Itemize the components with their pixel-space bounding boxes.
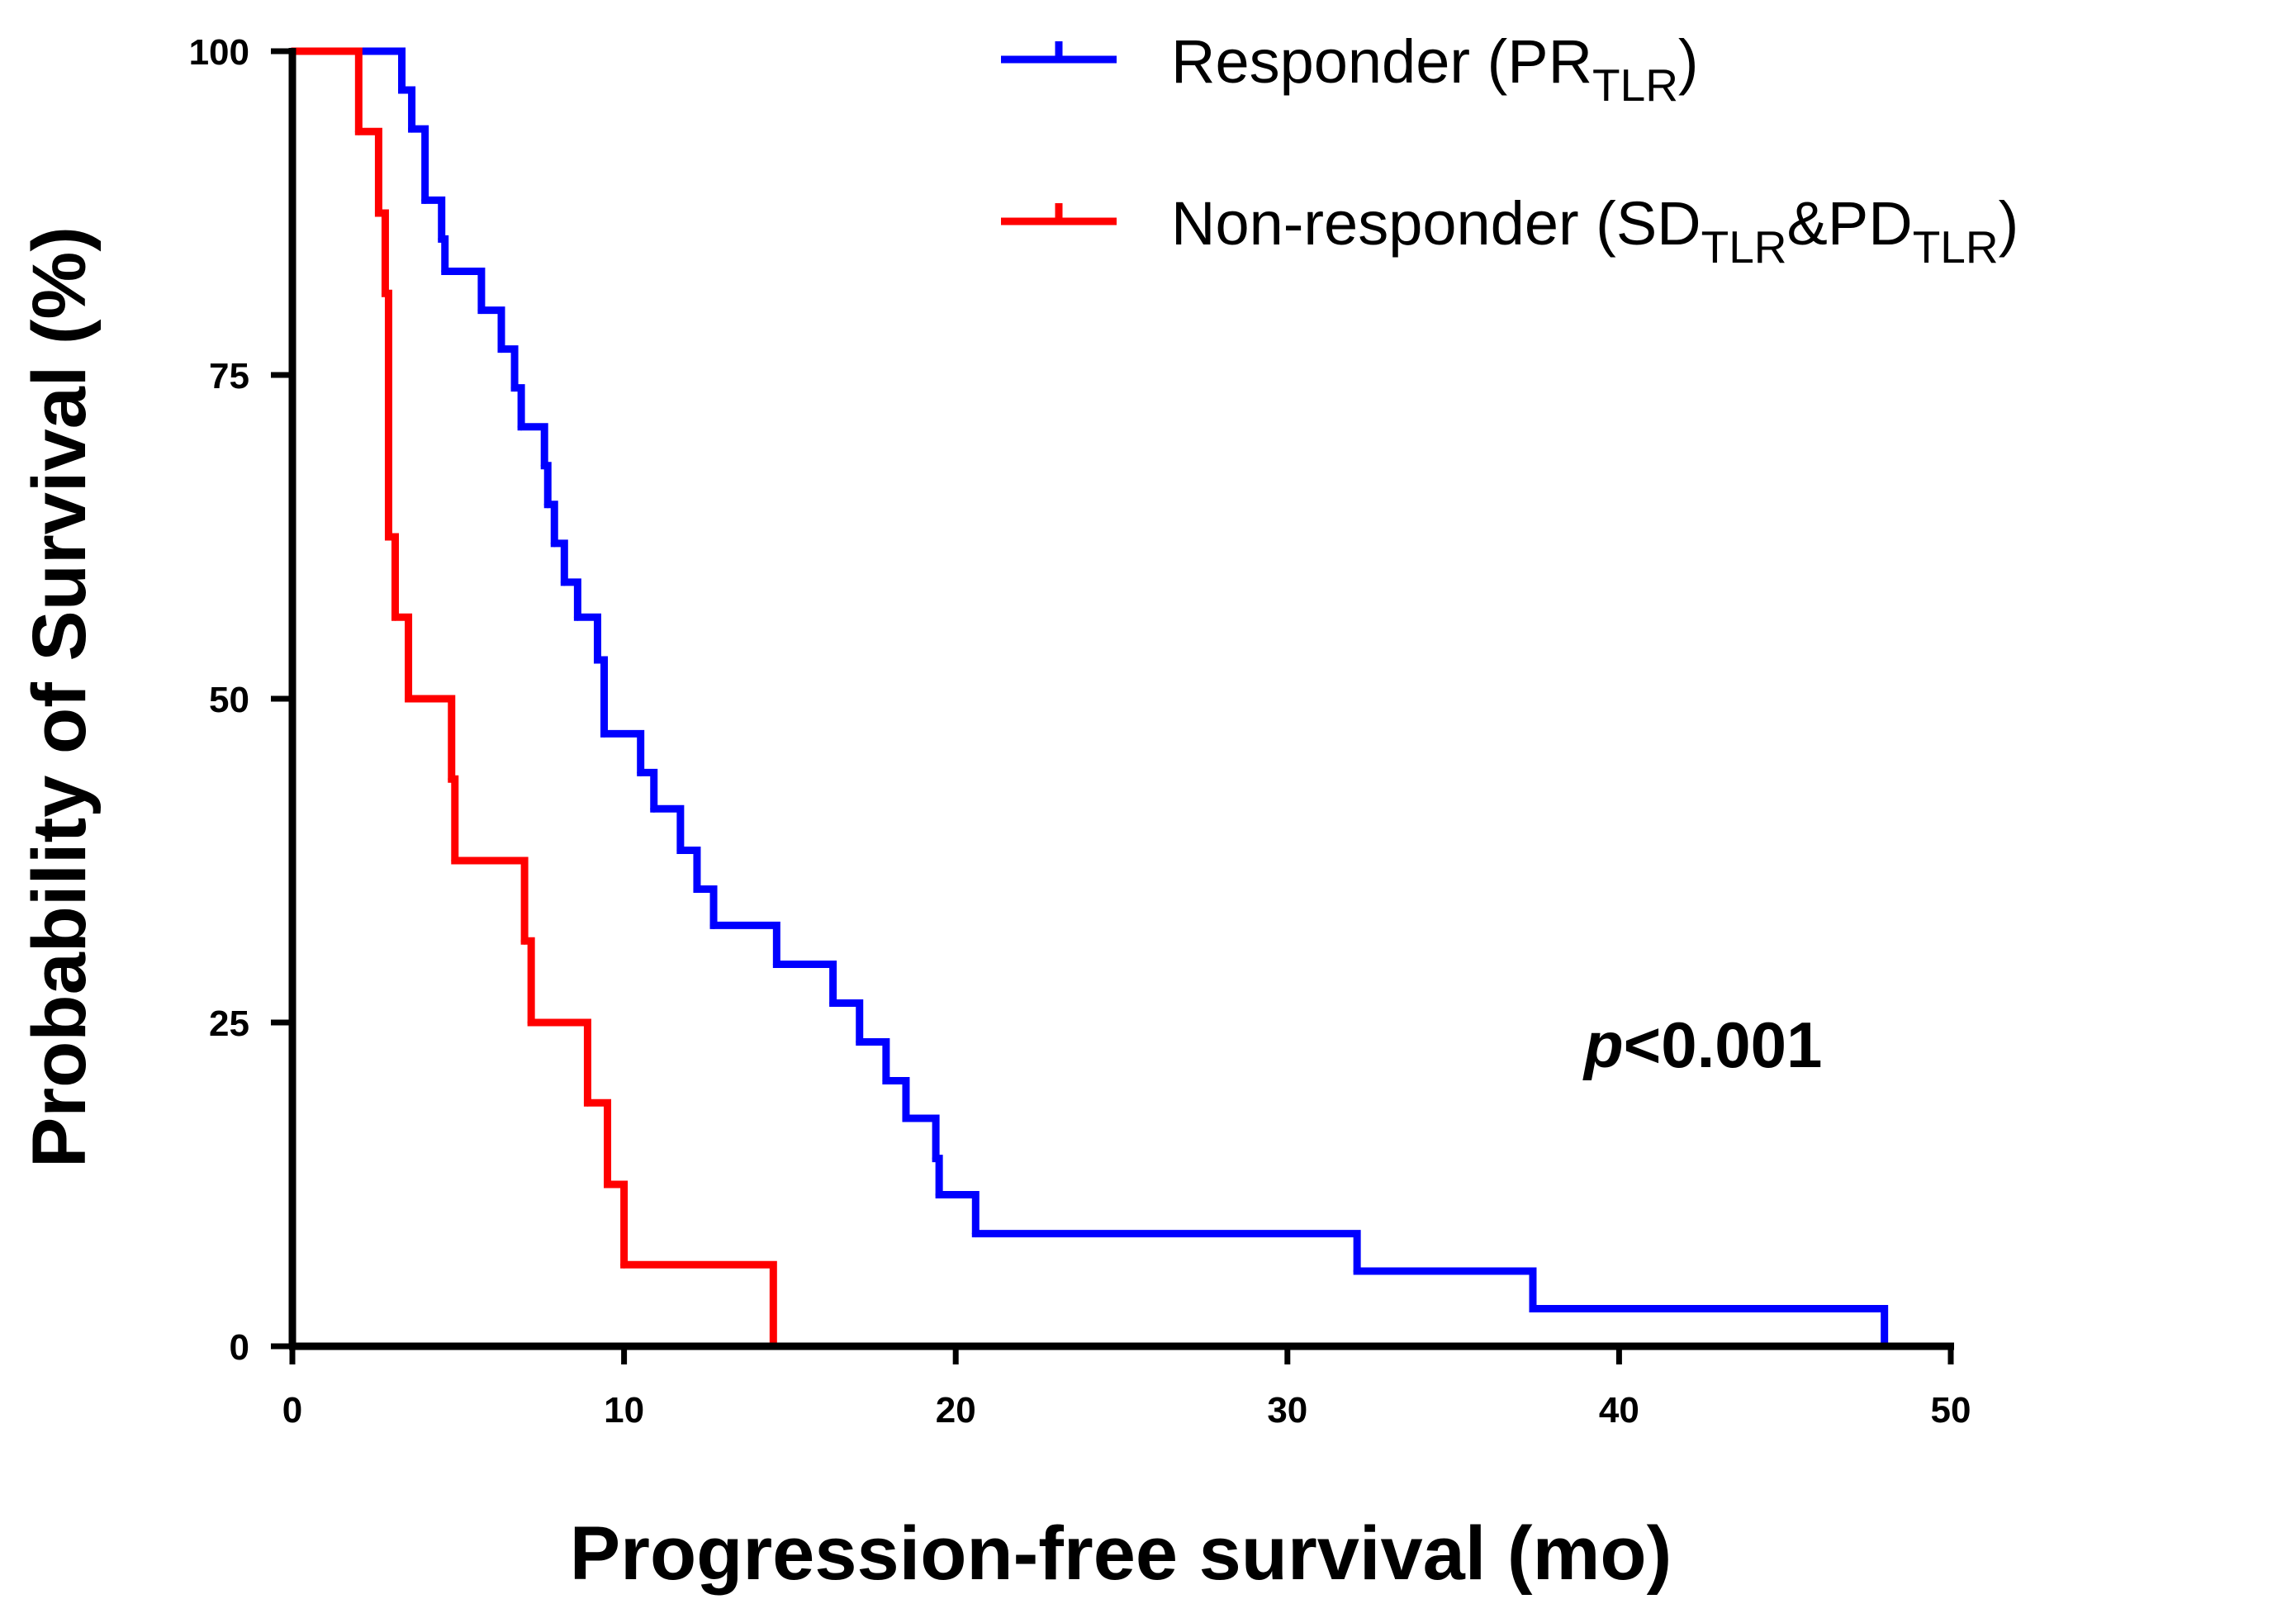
data-point-responder-4 xyxy=(438,235,446,243)
x-tick-label: 10 xyxy=(604,1390,644,1431)
data-point-responder-16 xyxy=(600,729,609,738)
data-point-non-responder-12 xyxy=(604,1180,612,1189)
x-axis-title: Progression-free survival (mo) xyxy=(570,1511,1672,1596)
data-point-non-responder-3 xyxy=(381,289,389,297)
axis-ticks xyxy=(271,48,1954,1364)
data-point-responder-2 xyxy=(408,125,416,133)
data-point-non-responder-6 xyxy=(405,695,413,703)
legend: Responder (PRTLR) Non-responder (SDTLR&P… xyxy=(1001,27,2018,273)
x-tick-label: 40 xyxy=(1599,1390,1639,1431)
data-point-non-responder-9 xyxy=(520,937,529,945)
y-tick-label: 0 xyxy=(230,1327,249,1368)
y-tick-label: 75 xyxy=(209,356,249,396)
data-point-responder-22 xyxy=(772,960,780,968)
data-point-responder-30 xyxy=(1353,1267,1361,1275)
data-point-responder-6 xyxy=(477,306,486,315)
legend-entry-non-responder: Non-responder (SDTLR&PDTLR) xyxy=(1001,189,2018,273)
data-point-responder-31 xyxy=(1529,1305,1537,1313)
data-point-non-responder-4 xyxy=(384,533,392,541)
data-point-non-responder-5 xyxy=(391,613,399,621)
p-value-annotation: p<0.001 xyxy=(1582,1008,1822,1081)
x-tick-label: 0 xyxy=(282,1390,302,1431)
data-point-responder-24 xyxy=(856,1038,864,1046)
legend-label-non-responder: Non-responder (SDTLR&PDTLR) xyxy=(1171,189,2018,273)
data-point-responder-26 xyxy=(902,1114,910,1122)
data-point-responder-8 xyxy=(510,384,519,392)
data-point-responder-3 xyxy=(421,196,429,204)
x-tick-label: 20 xyxy=(936,1390,976,1431)
data-point-responder-15 xyxy=(593,656,601,664)
data-point-responder-27 xyxy=(932,1155,940,1163)
data-point-responder-14 xyxy=(573,613,581,621)
data-point-non-responder-2 xyxy=(374,209,382,217)
data-point-responder-17 xyxy=(637,768,645,776)
y-tick-label: 25 xyxy=(209,1004,249,1044)
series-line-non-responder xyxy=(292,47,777,1346)
data-point-responder-5 xyxy=(441,268,449,276)
data-point-non-responder-8 xyxy=(451,856,459,865)
data-point-responder-28 xyxy=(935,1191,943,1199)
data-point-non-responder-7 xyxy=(448,775,456,783)
data-point-non-responder-11 xyxy=(583,1098,591,1107)
data-point-responder-12 xyxy=(550,539,558,548)
data-point-responder-7 xyxy=(497,345,505,353)
data-point-responder-13 xyxy=(560,578,568,586)
data-point-responder-21 xyxy=(709,921,718,929)
data-point-responder-10 xyxy=(540,462,548,470)
data-point-responder-23 xyxy=(829,999,837,1007)
data-point-responder-18 xyxy=(650,804,658,813)
data-point-non-responder-13 xyxy=(620,1260,629,1269)
y-axis-title: Probability of Survival (%) xyxy=(17,226,102,1168)
data-point-non-responder-10 xyxy=(527,1018,535,1027)
y-tick-label: 100 xyxy=(189,32,249,73)
axis-tick-labels: 0 10 20 30 40 50 0 25 50 75 100 xyxy=(189,32,1971,1431)
survival-curves xyxy=(288,47,1889,1350)
data-point-responder-20 xyxy=(693,885,701,893)
data-point-responder-29 xyxy=(971,1230,980,1238)
data-point-responder-11 xyxy=(543,501,552,509)
data-point-responder-25 xyxy=(882,1077,890,1085)
x-tick-label: 30 xyxy=(1267,1390,1307,1431)
legend-label-responder: Responder (PRTLR) xyxy=(1171,27,1699,111)
y-tick-label: 50 xyxy=(209,680,249,720)
x-tick-label: 50 xyxy=(1931,1390,1971,1431)
data-point-responder-9 xyxy=(517,423,525,431)
data-point-responder-19 xyxy=(676,846,685,854)
data-point-responder-1 xyxy=(398,86,406,94)
legend-entry-responder: Responder (PRTLR) xyxy=(1001,27,1699,111)
data-point-non-responder-1 xyxy=(354,127,363,135)
